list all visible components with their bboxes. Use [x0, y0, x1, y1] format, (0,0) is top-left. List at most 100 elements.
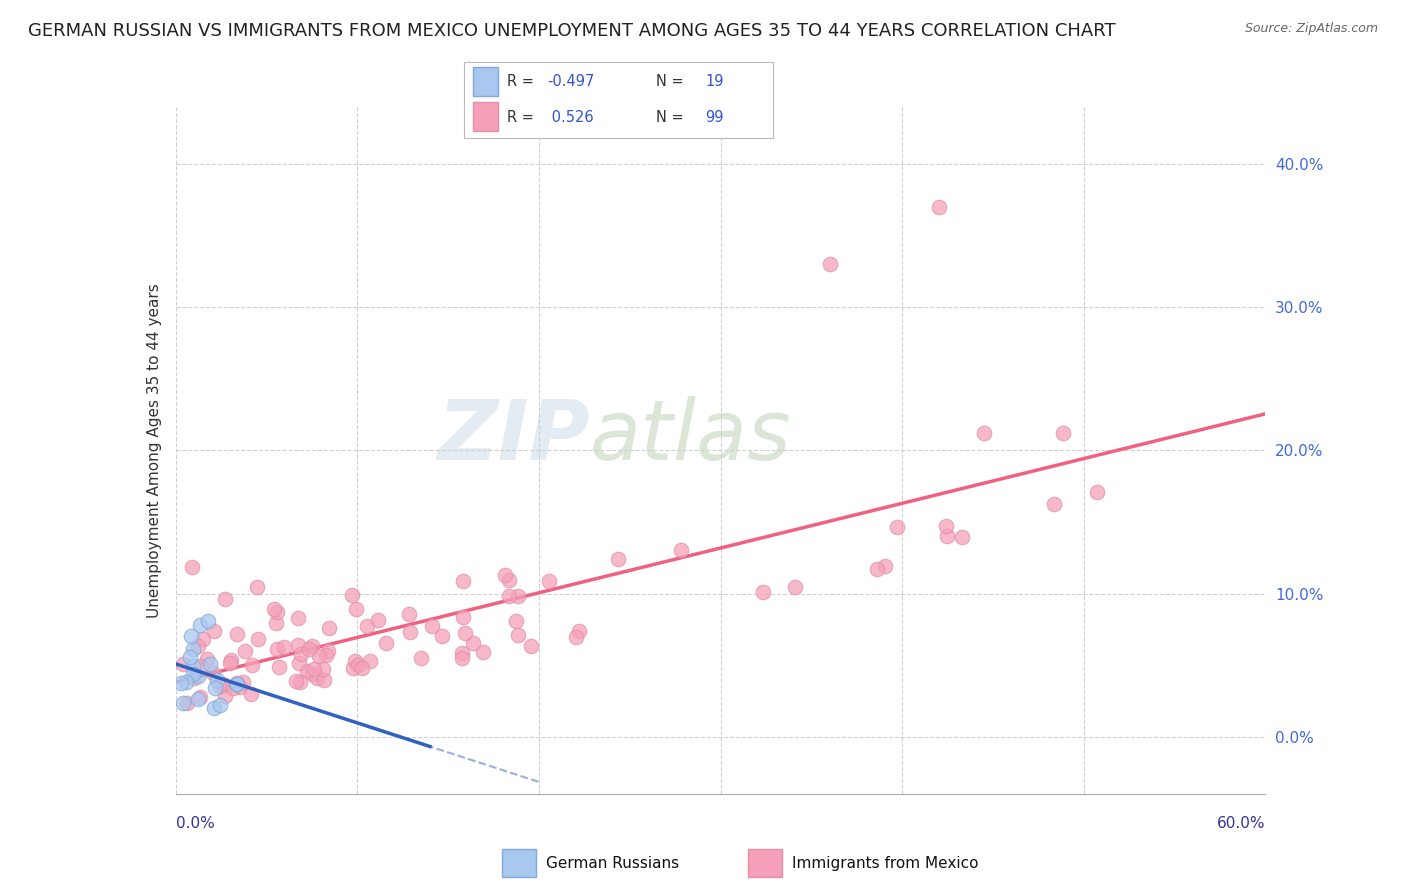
Point [873, 559, 896, 574]
Point [508, 589, 530, 603]
Text: 19: 19 [706, 74, 724, 89]
Text: atlas: atlas [591, 396, 792, 477]
Point [204, 681, 226, 695]
Text: ZIP: ZIP [437, 396, 591, 477]
Point [471, 645, 494, 659]
Point [264, 615, 287, 630]
Point [267, 660, 290, 674]
Text: 0.526: 0.526 [547, 110, 595, 125]
Point [174, 674, 197, 689]
Point [315, 648, 337, 662]
Point [935, 519, 957, 533]
Point [565, 630, 588, 644]
Point [225, 677, 247, 691]
Point [191, 632, 214, 646]
Point [226, 626, 249, 640]
Point [398, 624, 420, 639]
Point [312, 662, 335, 676]
Point [273, 640, 295, 654]
Point [1085, 484, 1108, 499]
Point [1052, 426, 1074, 441]
Point [226, 676, 249, 690]
Point [172, 657, 194, 671]
Point [266, 605, 288, 619]
Point [950, 530, 973, 544]
Point [409, 650, 432, 665]
Point [344, 601, 367, 615]
Point [240, 658, 263, 673]
Point [308, 648, 330, 663]
Point [451, 646, 474, 660]
Point [229, 680, 252, 694]
Point [606, 551, 628, 566]
Point [170, 675, 193, 690]
FancyBboxPatch shape [748, 849, 782, 877]
Point [188, 618, 211, 632]
Point [538, 574, 561, 589]
Point [246, 580, 269, 594]
Point [226, 677, 249, 691]
Point [367, 613, 389, 627]
Point [219, 652, 242, 666]
Point [212, 677, 235, 691]
Point [935, 529, 957, 543]
Point [202, 624, 225, 639]
Text: R =: R = [508, 110, 538, 125]
Point [284, 673, 307, 688]
Point [818, 257, 841, 271]
Text: N =: N = [655, 110, 688, 125]
Point [359, 654, 381, 668]
Point [498, 573, 520, 587]
Point [239, 687, 262, 701]
Point [374, 636, 396, 650]
Point [290, 674, 312, 689]
Point [298, 642, 321, 657]
Point [752, 584, 775, 599]
Point [451, 574, 474, 588]
Text: -0.497: -0.497 [547, 74, 595, 89]
Point [187, 639, 209, 653]
Point [498, 590, 520, 604]
Point [219, 657, 242, 671]
Text: 60.0%: 60.0% [1218, 816, 1265, 831]
Point [669, 542, 692, 557]
Point [454, 625, 477, 640]
Point [304, 662, 326, 676]
Point [344, 654, 367, 668]
Point [231, 675, 253, 690]
Point [180, 629, 202, 643]
Point [190, 659, 212, 673]
FancyBboxPatch shape [474, 102, 498, 130]
Point [350, 660, 373, 674]
Point [197, 614, 219, 628]
Point [928, 200, 950, 214]
Text: 0.0%: 0.0% [176, 816, 215, 831]
Text: N =: N = [655, 74, 688, 89]
Point [188, 690, 211, 705]
Point [172, 696, 194, 710]
Point [494, 567, 516, 582]
Point [183, 671, 205, 685]
Point [973, 425, 995, 440]
Point [205, 673, 228, 687]
Text: 99: 99 [706, 110, 724, 125]
Point [181, 667, 204, 681]
Point [420, 619, 443, 633]
Point [266, 642, 288, 657]
Point [356, 619, 378, 633]
Point [179, 650, 201, 665]
Point [287, 610, 309, 624]
Point [432, 629, 454, 643]
Point [181, 659, 204, 673]
Point [198, 657, 221, 671]
Point [222, 681, 245, 696]
Point [398, 607, 420, 622]
Point [187, 669, 209, 683]
Point [866, 561, 889, 575]
Point [451, 609, 474, 624]
Point [312, 673, 335, 687]
Text: Source: ZipAtlas.com: Source: ZipAtlas.com [1244, 22, 1378, 36]
Point [181, 642, 204, 657]
Point [301, 667, 323, 681]
Point [263, 602, 285, 616]
